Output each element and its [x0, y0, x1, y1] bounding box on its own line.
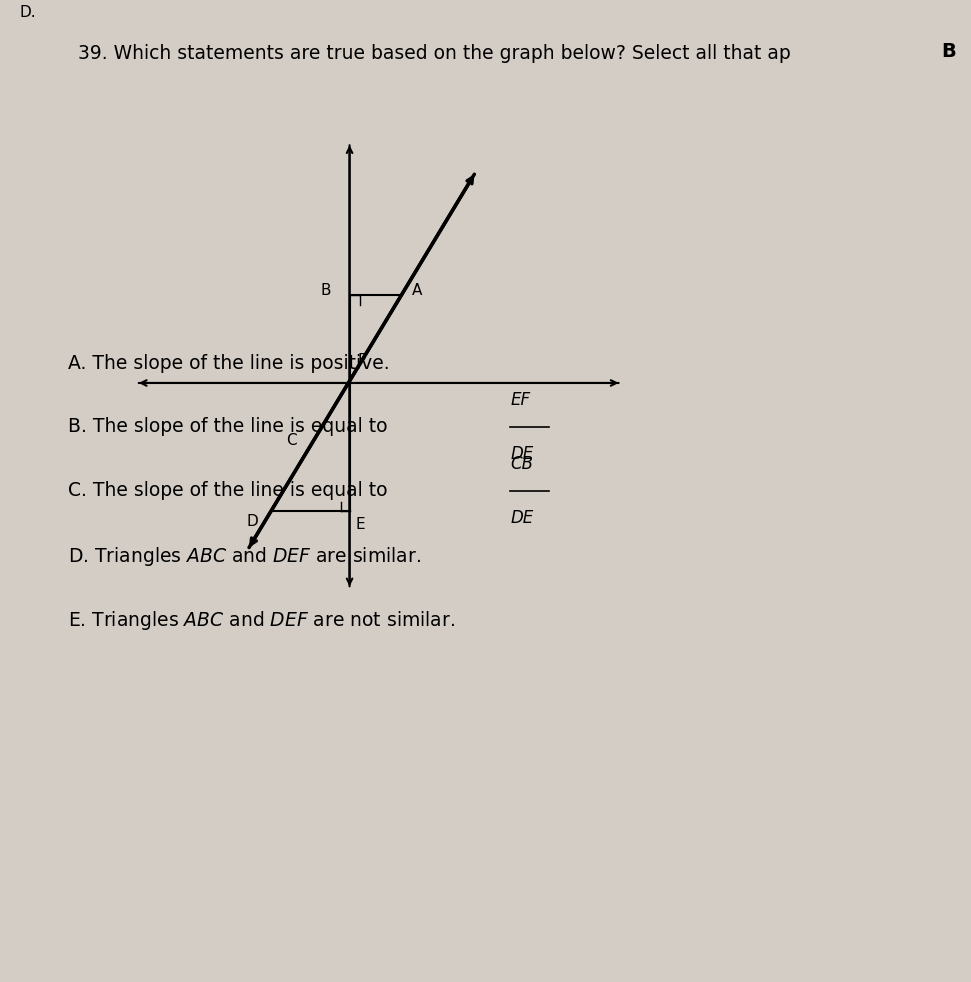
- Text: D. Triangles $\mathit{ABC}$ and $\mathit{DEF}$ are similar.: D. Triangles $\mathit{ABC}$ and $\mathit…: [68, 545, 420, 568]
- Text: C: C: [286, 433, 297, 448]
- Text: EF: EF: [511, 392, 531, 409]
- Text: B: B: [320, 283, 330, 299]
- Text: CB: CB: [511, 456, 534, 473]
- Text: B: B: [942, 42, 956, 61]
- Text: C. The slope of the line is equal to: C. The slope of the line is equal to: [68, 481, 387, 500]
- Text: A: A: [412, 283, 422, 299]
- Text: D.: D.: [19, 5, 36, 20]
- Text: DE: DE: [511, 509, 534, 526]
- Text: E: E: [355, 518, 365, 532]
- Text: F: F: [357, 353, 366, 367]
- Text: B. The slope of the line is equal to: B. The slope of the line is equal to: [68, 417, 387, 436]
- Text: D: D: [247, 515, 258, 529]
- Text: DE: DE: [511, 445, 534, 463]
- Text: E. Triangles $\mathit{ABC}$ and $\mathit{DEF}$ are not similar.: E. Triangles $\mathit{ABC}$ and $\mathit…: [68, 609, 455, 631]
- Text: A. The slope of the line is positive.: A. The slope of the line is positive.: [68, 354, 389, 372]
- Text: 39. Which statements are true based on the graph below? Select all that ap: 39. Which statements are true based on t…: [78, 44, 790, 63]
